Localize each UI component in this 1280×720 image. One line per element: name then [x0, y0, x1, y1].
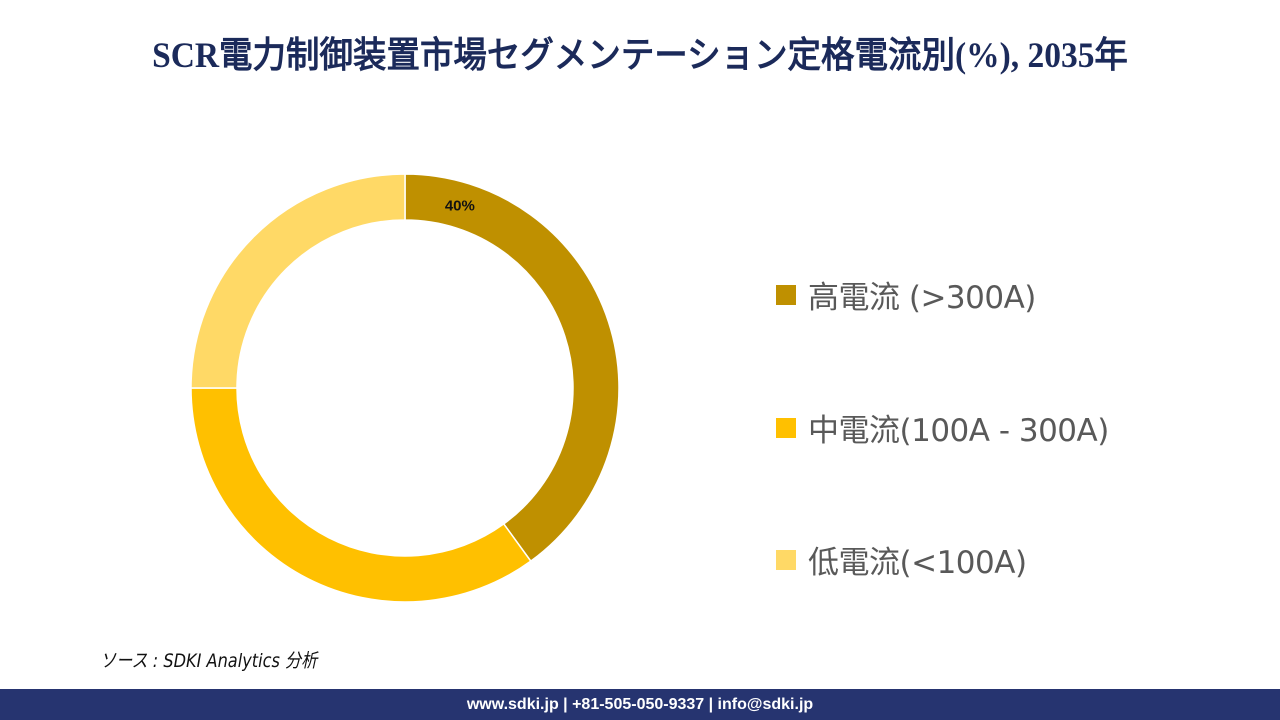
legend-item-low-current: 低電流(<100A)	[776, 537, 1027, 582]
legend-label: 中電流(100A - 300A)	[808, 413, 1109, 449]
legend-label: 低電流(<100A)	[808, 545, 1027, 581]
footer-bar: www.sdki.jp | +81-505-050-9337 | info@sd…	[0, 689, 1280, 720]
legend-item-high-current: 高電流 (>300A)	[776, 272, 1036, 317]
footer-contact: www.sdki.jp | +81-505-050-9337 | info@sd…	[466, 696, 814, 713]
slice-medium-current	[190, 387, 532, 603]
source-note: ソース : SDKI Analytics 分析	[100, 650, 318, 672]
chart-title: SCR電力制御装置市場セグメンテーション定格電流別(%), 2035年	[152, 35, 1128, 75]
donut-slices	[190, 173, 620, 603]
donut-chart: 40%	[190, 173, 620, 603]
legend-swatch-low-current	[776, 549, 796, 570]
slice-low-current	[190, 173, 406, 389]
legend-swatch-high-current	[776, 284, 796, 305]
legend-label: 高電流 (>300A)	[808, 280, 1036, 316]
legend-item-medium-current: 中電流(100A - 300A)	[776, 405, 1109, 450]
data-label-high-current: 40%	[445, 197, 475, 214]
legend-swatch-medium-current	[776, 417, 796, 438]
slice-high-current	[404, 173, 620, 563]
